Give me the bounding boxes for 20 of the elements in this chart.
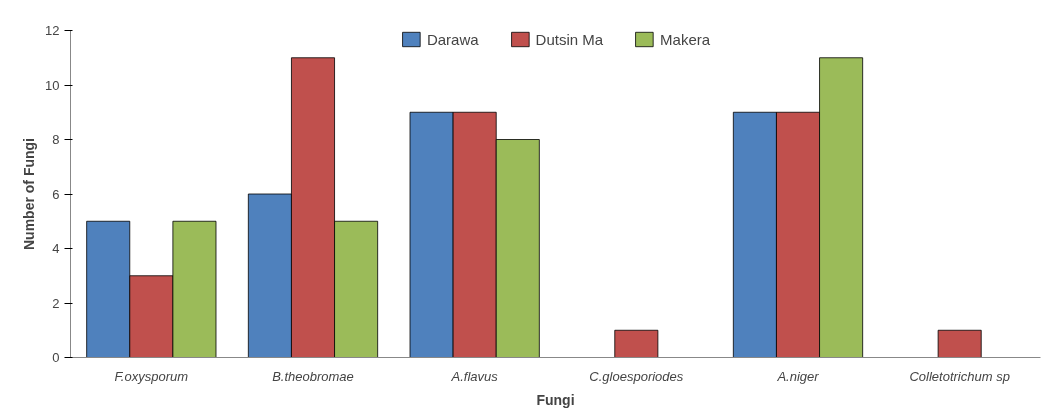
legend-label: Darawa <box>426 30 479 48</box>
bar <box>614 329 659 358</box>
y-tick-label: 6 <box>52 186 60 202</box>
legend-label: Dutsin Ma <box>535 30 604 48</box>
y-tick-label: 12 <box>45 23 60 38</box>
x-axis-title: Fungi <box>536 391 575 408</box>
y-axis-title: Number of Fungi <box>21 137 38 250</box>
y-tick-label: 2 <box>52 295 60 311</box>
y-tick-label: 0 <box>52 350 60 365</box>
y-tick-label: 4 <box>52 241 60 256</box>
x-tick-label: F.oxysporum <box>114 368 189 384</box>
x-tick-label: A.niger <box>776 368 820 384</box>
x-tick-label: B.theobromae <box>272 368 354 384</box>
y-tick-label: 10 <box>45 77 60 93</box>
x-tick-label: Colletotrichum sp <box>909 368 1010 384</box>
bar <box>937 329 982 358</box>
x-tick-label: C.gloesporiodes <box>589 368 684 384</box>
x-tick-label: A.flavus <box>450 368 499 384</box>
y-tick-label: 8 <box>52 132 60 147</box>
legend-label: Makera <box>660 30 711 48</box>
